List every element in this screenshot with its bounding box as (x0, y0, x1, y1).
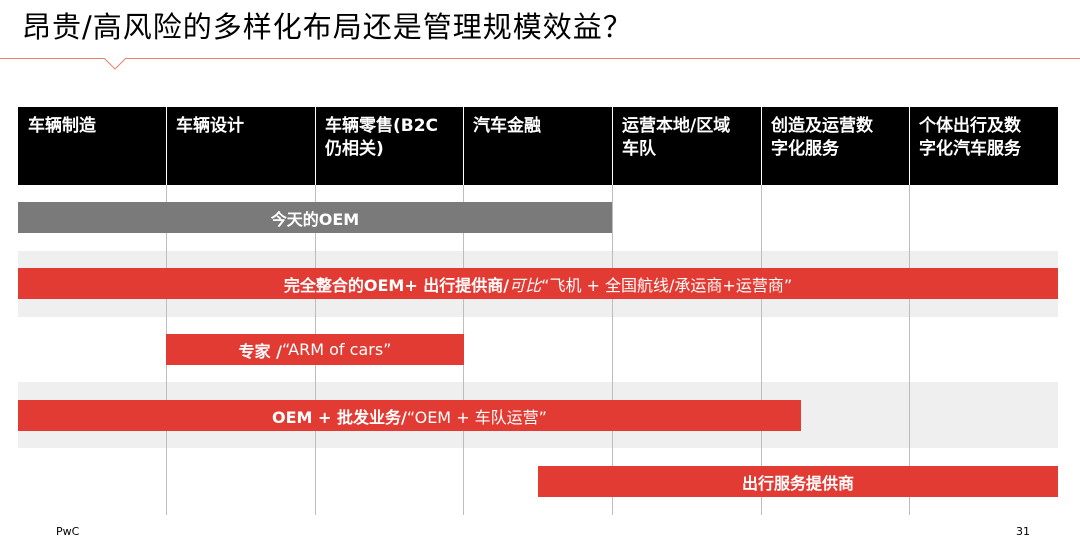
column-divider (612, 107, 613, 515)
column-header-line: 字化服务 (771, 139, 839, 159)
footer-brand: PwC (56, 525, 80, 538)
column-divider (315, 107, 316, 515)
column-divider (463, 107, 464, 515)
column-header-line: 仍相关) (325, 139, 384, 159)
header-divider (315, 107, 316, 185)
bar-label: 出行服务提供商 (741, 473, 854, 493)
column-header: 汽车金融 (463, 107, 612, 185)
column-header-line: 个体出行及数 (919, 116, 1021, 136)
header-divider (612, 107, 613, 185)
bar-label-bold: 专家 / (238, 341, 282, 361)
bar-label-normal: “飞机 + 全国航线/承运商+运营商” (541, 275, 793, 295)
page-title: 昂贵/高风险的多样化布局还是管理规模效益？ (22, 10, 633, 44)
header-divider (463, 107, 464, 185)
page-number: 31 (1016, 525, 1030, 538)
column-divider (909, 107, 910, 515)
column-header: 车辆零售(B2C 仍相关) (315, 107, 463, 185)
title-divider (0, 58, 1080, 59)
bar-oem-wholesale: OEM + 批发业务/ “OEM + 车队运营” (18, 400, 801, 431)
header-divider (909, 107, 910, 185)
bar-label-normal: “OEM + 车队运营” (406, 407, 547, 427)
bar-label-bold: OEM + 批发业务/ (272, 407, 407, 427)
column-header-row: 车辆制造 车辆设计 车辆零售(B2C 仍相关) 汽车金融 运营本地/区域 车队 … (18, 107, 1058, 185)
bar-label-bold: 完全整合的OEM+ 出行提供商/ (283, 275, 510, 295)
column-header: 运营本地/区域 车队 (612, 107, 761, 185)
column-header-line: 车队 (622, 139, 656, 159)
column-divider (166, 107, 167, 515)
bar-mobility-provider: 出行服务提供商 (538, 466, 1058, 497)
bar-expert: 专家 / “ARM of cars” (166, 334, 464, 365)
column-header-line: 汽车金融 (473, 116, 541, 136)
column-header-line: 字化汽车服务 (919, 139, 1021, 159)
header-divider (761, 107, 762, 185)
bar-label-normal: “ARM of cars” (281, 340, 392, 359)
column-header-line: 车辆零售(B2C (325, 116, 439, 136)
bar-label-italic: 可比 (509, 275, 542, 295)
column-header: 车辆设计 (166, 107, 315, 185)
bar-label: 今天的OEM (270, 209, 360, 229)
column-header-line: 车辆制造 (28, 116, 96, 136)
bar-oem-today: 今天的OEM (18, 202, 612, 233)
bar-integrated-oem: 完全整合的OEM+ 出行提供商/ 可比 “飞机 + 全国航线/承运商+运营商” (18, 268, 1058, 299)
column-header-line: 车辆设计 (176, 116, 244, 136)
column-header: 车辆制造 (18, 107, 166, 185)
column-header-line: 创造及运营数 (771, 116, 873, 136)
column-header-line: 运营本地/区域 (622, 116, 731, 136)
column-divider (761, 107, 762, 515)
column-header: 个体出行及数 字化汽车服务 (909, 107, 1058, 185)
column-header: 创造及运营数 字化服务 (761, 107, 909, 185)
header-divider (166, 107, 167, 185)
